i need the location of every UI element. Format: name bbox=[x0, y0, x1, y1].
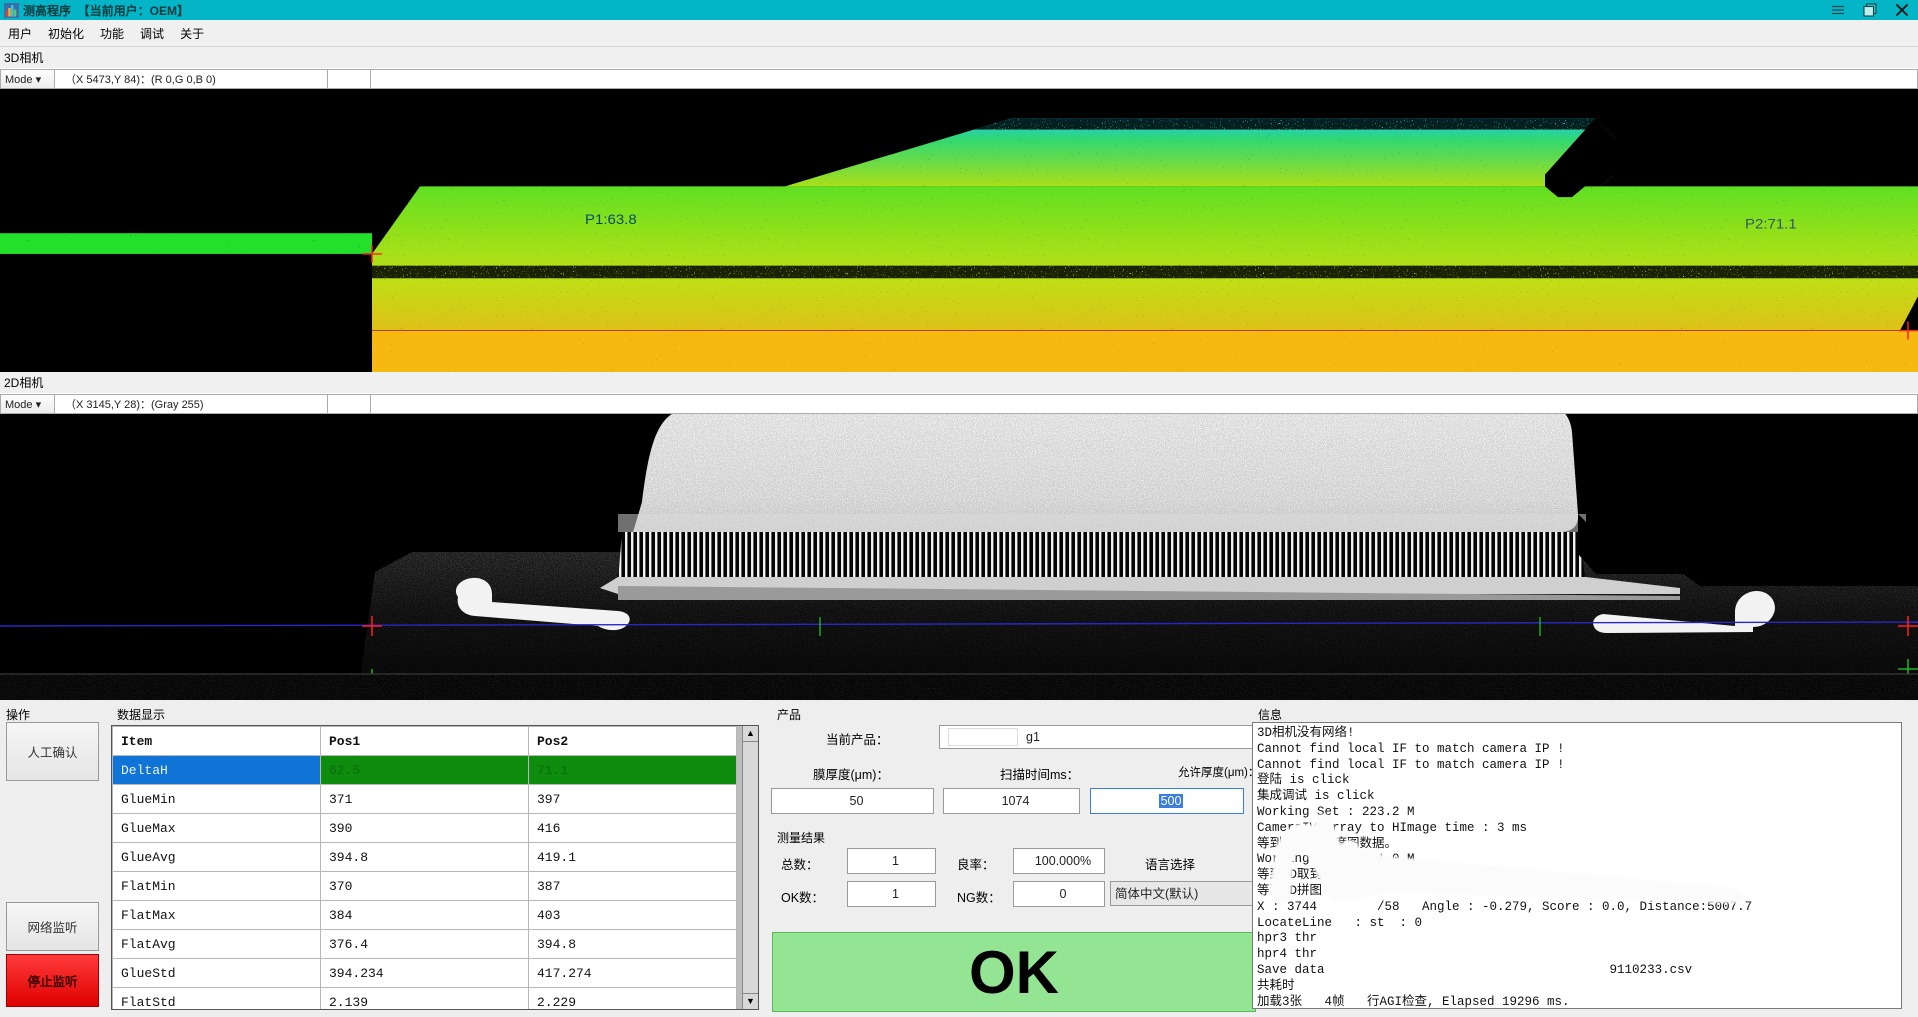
svg-text:P2:71.1: P2:71.1 bbox=[1745, 217, 1797, 232]
svg-text:P1:63.8: P1:63.8 bbox=[585, 213, 637, 228]
